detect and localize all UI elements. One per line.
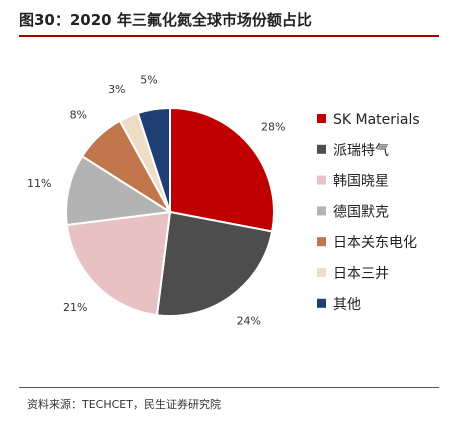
legend-swatch (317, 114, 326, 123)
slice-data-label: 5% (140, 74, 157, 87)
pie-slice (136, 106, 171, 213)
pie-slices (65, 106, 275, 317)
data-labels: 28% 24% 21% 11% 8% 3% 5% (27, 74, 285, 328)
pie-slice (155, 210, 274, 317)
legend-label: 韩国晓星 (333, 174, 389, 190)
slice-data-label: 8% (70, 108, 87, 121)
legend-swatch (317, 144, 326, 154)
legend-swatch (317, 268, 326, 277)
legend-swatch (317, 206, 326, 216)
legend-swatch (317, 175, 326, 185)
legend-label: 日本关东电化 (333, 235, 417, 251)
slice-data-label: 24% (237, 314, 261, 327)
pie-slice (169, 106, 275, 233)
slice-data-label: 28% (261, 121, 285, 134)
legend-label: 其他 (333, 297, 361, 313)
pie-chart: 28% 24% 21% 11% 8% 3% 5% SK Materials 派瑞特气韩国晓星德… (27, 74, 420, 328)
source-divider (19, 387, 439, 388)
pie-slice (65, 154, 173, 227)
legend-label: 派瑞特气 (333, 143, 389, 159)
slice-data-label: 11% (27, 177, 51, 190)
slice-data-label: 3% (108, 83, 125, 96)
legend-swatch (317, 298, 326, 308)
legend-label: 日本三井 (333, 266, 389, 282)
slice-data-label: 21% (63, 301, 87, 314)
pie-slice (65, 210, 172, 317)
title-divider (19, 35, 439, 37)
legend-label: 德国默克 (333, 204, 389, 220)
figure-title: 图30：2020 年三氟化氮全球市场份额占比 (19, 11, 312, 29)
source-note: 资料来源：TECHCET，民生证券研究院 (27, 398, 221, 411)
legend-label: SK Materials (333, 112, 420, 128)
legend-swatch (317, 237, 326, 247)
